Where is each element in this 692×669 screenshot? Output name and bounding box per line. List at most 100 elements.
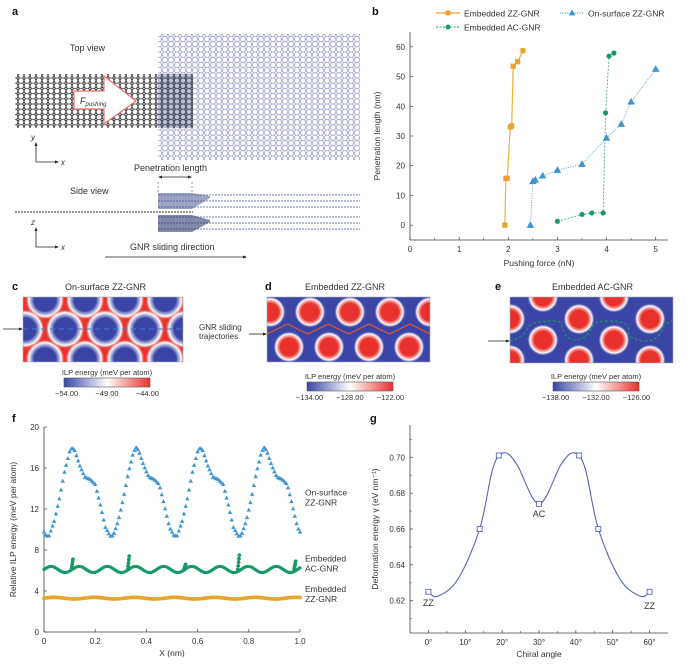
- data-point: [166, 521, 171, 526]
- energy-spot: [510, 344, 526, 363]
- data-point: [235, 567, 240, 572]
- data-point: [272, 469, 277, 474]
- x-axis-label: X (nm): [159, 648, 185, 658]
- data-point: [270, 465, 275, 470]
- legend: Embedded ZZ-GNR On-surface ZZ-GNR Embedded…: [436, 9, 665, 33]
- legend-label: Embedded AC-GNR: [464, 23, 541, 33]
- data-point: [186, 487, 192, 492]
- data-point: [205, 463, 211, 468]
- legend-item: Embedded ZZ-GNR: [436, 9, 540, 19]
- data-point: [617, 120, 626, 127]
- data-point: [504, 175, 510, 181]
- data-point: [509, 123, 515, 129]
- data-point: [126, 560, 131, 565]
- data-point: [284, 481, 289, 486]
- y-tick-label: 0: [401, 221, 406, 230]
- series-label-line2: AC-GNR: [305, 563, 339, 573]
- y-axis-label: Penetration length (nm): [372, 91, 382, 180]
- panel-a-letter: a: [12, 6, 19, 18]
- energy-spot: [294, 297, 326, 328]
- data-point: [425, 588, 432, 595]
- data-point: [526, 221, 535, 228]
- data-point: [156, 481, 161, 486]
- data-point: [132, 447, 137, 452]
- panel-e-title: Embedded AC-GNR: [552, 282, 634, 292]
- data-point: [495, 452, 502, 459]
- panel-g-chart: 0° 10° 20° 30° 40° 50° 60° 0.62 0.64 0.66 0.68 0.70…: [370, 425, 668, 659]
- data-point: [231, 525, 236, 530]
- data-point: [578, 160, 586, 167]
- energy-spot: [353, 331, 385, 362]
- data-point: [183, 503, 188, 508]
- data-point: [41, 529, 47, 534]
- data-point: [159, 492, 164, 497]
- data-point: [502, 222, 508, 228]
- colorbar-tick-label: −132.00: [582, 393, 609, 402]
- y-tick-label: 40: [396, 102, 405, 111]
- data-point: [70, 446, 76, 451]
- data-point: [263, 447, 269, 452]
- entry-arrow-head: [263, 332, 267, 336]
- data-point: [237, 553, 242, 558]
- y-tick-label: 0.70: [389, 453, 405, 462]
- data-point: [122, 491, 127, 496]
- data-point: [298, 566, 302, 570]
- data-point: [241, 526, 246, 531]
- y-tick-label: 20: [30, 423, 39, 432]
- data-point: [118, 507, 123, 512]
- data-point: [229, 517, 234, 522]
- colorbar-tick-label: −49.00: [95, 389, 118, 398]
- axes: 0° 10° 20° 30° 40° 50° 60° 0.62 0.64 0.66 0.68 0.70…: [370, 425, 668, 659]
- data-point: [188, 478, 193, 483]
- energy-spot: [634, 303, 666, 335]
- series-line: [504, 50, 524, 226]
- trajectories-label-line2: trajectories: [199, 332, 239, 341]
- svg-text:x: x: [60, 243, 66, 252]
- data-point: [579, 211, 585, 218]
- axes-top-view: y x: [30, 133, 66, 167]
- data-point: [133, 445, 139, 450]
- panel-f-letter: f: [12, 413, 16, 425]
- data-point: [250, 491, 255, 496]
- data-point: [168, 526, 173, 531]
- data-point: [294, 521, 299, 526]
- x-tick-label: 4: [604, 245, 609, 254]
- x-tick-label: 0.2: [90, 637, 102, 646]
- data-point: [293, 559, 298, 564]
- data-point: [74, 453, 79, 458]
- data-point: [96, 495, 101, 500]
- x-tick-label: 0: [42, 637, 47, 646]
- data-point: [60, 478, 65, 483]
- data-point: [115, 521, 120, 526]
- series-embedded-zz-gnr: [502, 48, 526, 228]
- data-point: [600, 210, 606, 216]
- colorbar: [552, 381, 640, 392]
- colorbar-tick-label: −122.00: [377, 393, 404, 402]
- data-point: [101, 517, 106, 522]
- top-view-label: Top view: [70, 43, 106, 53]
- legend-marker: [445, 24, 451, 30]
- pushing-force-arrow: [73, 74, 138, 126]
- data-point: [232, 528, 238, 533]
- data-point: [79, 467, 84, 472]
- data-point: [93, 482, 98, 486]
- data-point: [238, 533, 243, 538]
- colorbar-c: ILP energy (meV per atom) −54.00 −49.00 −44…: [55, 368, 159, 398]
- panel-c-heatmap: ILP energy (meV per atom) −54.00 −49.00 −44…: [3, 296, 184, 398]
- y-tick-label: 12: [30, 505, 39, 514]
- data-point: [273, 472, 279, 477]
- data-point: [128, 459, 134, 464]
- colorbar-tick-label: −134.00: [296, 393, 323, 402]
- data-point: [94, 488, 100, 493]
- data-point: [611, 50, 617, 56]
- entry-arrow-head: [506, 339, 510, 343]
- x-tick-label: 0.4: [141, 637, 153, 646]
- data-point: [297, 529, 303, 534]
- panel-c-title: On-surface ZZ-GNR: [65, 282, 147, 292]
- data-point: [244, 515, 250, 520]
- data-point: [98, 502, 103, 507]
- data-point: [65, 456, 71, 461]
- data-point: [207, 467, 212, 472]
- data-point: [255, 466, 260, 471]
